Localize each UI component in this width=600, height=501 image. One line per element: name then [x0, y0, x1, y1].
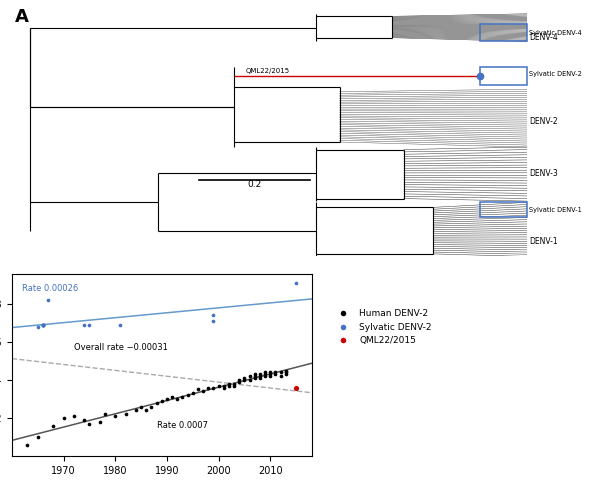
Text: Rate 0.0007: Rate 0.0007	[157, 421, 208, 430]
Point	[219, 382, 229, 390]
Point	[85, 321, 94, 329]
Point	[255, 370, 265, 378]
Point	[239, 376, 249, 384]
Point	[43, 296, 53, 304]
Point	[173, 395, 182, 403]
Point	[224, 380, 234, 388]
Point	[80, 416, 89, 424]
Point	[38, 321, 48, 329]
Point	[235, 378, 244, 386]
Point	[276, 372, 286, 380]
Legend: Human DENV-2, Sylvatic DENV-2, QML22/2015: Human DENV-2, Sylvatic DENV-2, QML22/201…	[331, 306, 436, 349]
Point	[250, 372, 260, 380]
Point	[255, 372, 265, 380]
Point	[193, 385, 203, 393]
Point	[69, 412, 79, 420]
Point	[203, 384, 213, 392]
Point	[209, 317, 218, 325]
Point	[23, 440, 32, 448]
Point	[146, 403, 156, 411]
Text: DENV-4: DENV-4	[529, 33, 558, 42]
Point	[271, 370, 280, 378]
Text: Sylvatic DENV-1: Sylvatic DENV-1	[529, 207, 582, 213]
Point	[80, 321, 89, 329]
Point	[260, 368, 270, 376]
Point	[245, 376, 254, 384]
Point	[49, 421, 58, 429]
Point	[214, 382, 223, 390]
Point	[162, 395, 172, 403]
Point	[100, 410, 110, 418]
Text: QML22/2015: QML22/2015	[246, 68, 290, 74]
Point	[38, 321, 48, 329]
Point	[59, 414, 68, 422]
Point	[235, 376, 244, 384]
Point	[224, 382, 234, 390]
Point	[38, 321, 48, 329]
Point	[178, 393, 187, 401]
Point	[250, 370, 260, 378]
Point	[131, 406, 141, 414]
Point	[209, 384, 218, 392]
Text: DENV-1: DENV-1	[529, 237, 558, 246]
Point	[266, 372, 275, 380]
Point	[266, 368, 275, 376]
Point	[292, 279, 301, 287]
Point	[85, 420, 94, 428]
Point	[183, 391, 193, 399]
Point	[281, 368, 290, 376]
Point	[38, 321, 48, 329]
Point	[292, 384, 301, 392]
Point	[219, 384, 229, 392]
Point	[245, 372, 254, 380]
Point	[255, 374, 265, 382]
Point	[152, 399, 161, 407]
Text: DENV-2: DENV-2	[529, 117, 558, 126]
Point	[136, 403, 146, 411]
Point	[167, 393, 177, 401]
Point	[38, 321, 48, 329]
Text: Overall rate −0.00031: Overall rate −0.00031	[74, 343, 168, 352]
Point	[95, 418, 104, 426]
Point	[281, 370, 290, 378]
Point	[271, 368, 280, 376]
Point	[142, 406, 151, 414]
Point	[281, 367, 290, 375]
Text: 0.2: 0.2	[248, 180, 262, 189]
Text: Sylvatic DENV-2: Sylvatic DENV-2	[529, 71, 582, 77]
Point	[229, 380, 239, 388]
Point	[188, 389, 197, 397]
Point	[250, 374, 260, 382]
Point	[266, 370, 275, 378]
Point	[33, 433, 43, 441]
Point	[121, 410, 130, 418]
Text: A: A	[15, 8, 29, 26]
Point	[229, 382, 239, 390]
Text: Rate 0.00026: Rate 0.00026	[22, 284, 79, 293]
Point	[33, 323, 43, 331]
Text: Sylvatic DENV-4: Sylvatic DENV-4	[529, 30, 582, 36]
Point	[260, 370, 270, 378]
Point	[116, 321, 125, 329]
Point	[209, 312, 218, 320]
Point	[199, 387, 208, 395]
Point	[276, 368, 286, 376]
Text: DENV-3: DENV-3	[529, 169, 558, 178]
Point	[110, 412, 120, 420]
Point	[157, 397, 167, 405]
Point	[38, 321, 48, 329]
Point	[239, 374, 249, 382]
Point	[260, 372, 270, 380]
